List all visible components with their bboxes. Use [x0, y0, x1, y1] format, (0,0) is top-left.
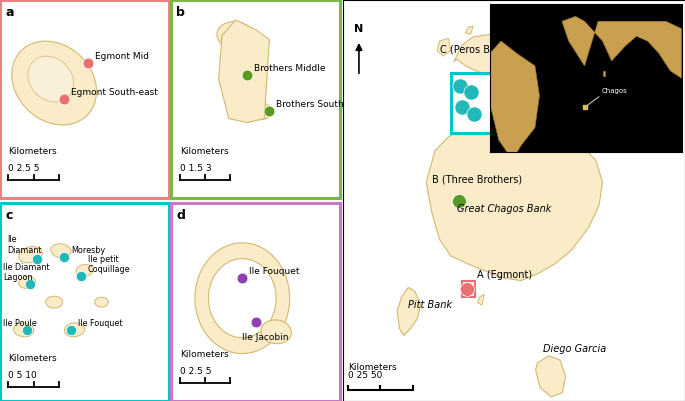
Bar: [451, 73, 493, 133]
Text: Ile Fouquet: Ile Fouquet: [249, 267, 299, 276]
Text: Brothers South: Brothers South: [276, 100, 344, 109]
Polygon shape: [465, 26, 473, 34]
Text: 0 2.5 5: 0 2.5 5: [8, 164, 40, 173]
Text: 0 1.5 3: 0 1.5 3: [179, 164, 212, 173]
Text: Diego Garcia: Diego Garcia: [543, 344, 606, 354]
Polygon shape: [426, 127, 602, 281]
Polygon shape: [490, 41, 539, 160]
Text: Ile Jacobin: Ile Jacobin: [242, 333, 289, 342]
Ellipse shape: [14, 323, 34, 337]
Text: Kilometers: Kilometers: [8, 147, 57, 156]
Text: Pitt Bank: Pitt Bank: [408, 300, 452, 310]
Text: a: a: [5, 6, 14, 19]
Text: d: d: [176, 209, 185, 222]
Point: [465, 89, 476, 95]
Polygon shape: [536, 356, 566, 397]
Polygon shape: [437, 38, 451, 56]
Text: Kilometers: Kilometers: [179, 350, 228, 359]
Text: b: b: [176, 6, 185, 19]
Point: [580, 103, 591, 110]
Text: c: c: [5, 209, 12, 222]
Ellipse shape: [247, 102, 271, 119]
Ellipse shape: [225, 53, 253, 73]
Text: Ile Fouquet: Ile Fouquet: [78, 319, 123, 328]
Bar: [515, 97, 525, 111]
Text: Kilometers: Kilometers: [348, 363, 397, 372]
Text: 0 2.5 5: 0 2.5 5: [179, 367, 211, 376]
Point: [456, 103, 467, 110]
Text: Egmont Mid: Egmont Mid: [95, 52, 149, 61]
Ellipse shape: [261, 320, 291, 344]
Text: Kilometers: Kilometers: [179, 147, 228, 156]
Text: Ile
Diamant: Ile Diamant: [7, 235, 41, 255]
Bar: [462, 281, 475, 297]
Text: 0 5 10: 0 5 10: [8, 371, 37, 380]
Polygon shape: [454, 34, 515, 75]
Ellipse shape: [236, 79, 259, 95]
Ellipse shape: [51, 244, 71, 258]
Text: Great Chagos Bank: Great Chagos Bank: [457, 204, 551, 214]
Ellipse shape: [76, 265, 93, 277]
Point: [514, 99, 525, 106]
Text: D (Salomon): D (Salomon): [529, 91, 590, 101]
Polygon shape: [219, 20, 269, 123]
Ellipse shape: [18, 247, 42, 263]
Ellipse shape: [95, 297, 108, 307]
Text: C (Peros Banhos): C (Peros Banhos): [440, 44, 523, 54]
Text: 0 25 50: 0 25 50: [348, 371, 382, 381]
Text: Chagos: Chagos: [601, 88, 627, 94]
Text: Ile Poule: Ile Poule: [3, 319, 37, 328]
Point: [462, 286, 473, 293]
Text: B (Three Brothers): B (Three Brothers): [432, 174, 522, 184]
Ellipse shape: [46, 296, 62, 308]
Text: Egmont South-east: Egmont South-east: [71, 88, 158, 97]
Ellipse shape: [64, 323, 84, 337]
Text: Ile Diamant
Lagoon: Ile Diamant Lagoon: [3, 263, 50, 282]
Point: [469, 110, 479, 117]
Point: [453, 198, 464, 205]
Ellipse shape: [18, 276, 36, 288]
Ellipse shape: [28, 56, 73, 102]
Text: Ile petit
Coquillage: Ile petit Coquillage: [88, 255, 131, 274]
Text: A (Egmont): A (Egmont): [477, 270, 533, 280]
Polygon shape: [562, 16, 682, 78]
Polygon shape: [397, 288, 421, 335]
Text: Moresby: Moresby: [71, 246, 105, 255]
Text: Kilometers: Kilometers: [8, 354, 57, 363]
Ellipse shape: [217, 22, 254, 49]
Polygon shape: [603, 71, 605, 76]
Text: Brothers Middle: Brothers Middle: [254, 64, 325, 73]
Point: [454, 83, 465, 89]
Polygon shape: [477, 294, 484, 305]
Ellipse shape: [12, 41, 97, 125]
Text: N: N: [354, 24, 364, 34]
